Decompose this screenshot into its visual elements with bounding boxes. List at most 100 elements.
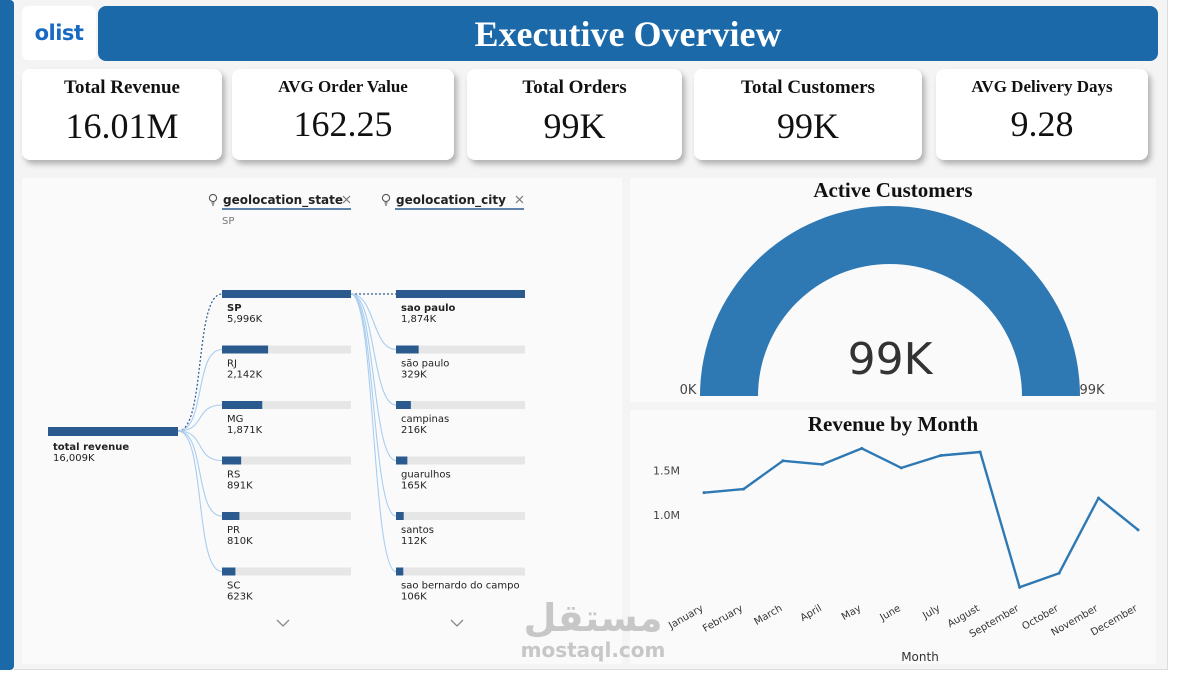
- state-value: 623K: [227, 592, 253, 603]
- state-label: PR: [227, 525, 240, 536]
- kpi-card-total-revenue[interactable]: Total Revenue 16.01M: [22, 69, 222, 160]
- kpi-card-avg-delivery-days[interactable]: AVG Delivery Days 9.28: [936, 69, 1148, 160]
- city-label: santos: [401, 525, 434, 536]
- tree-link: [350, 293, 397, 517]
- data-point[interactable]: [860, 446, 864, 450]
- series-line[interactable]: [703, 447, 1139, 589]
- level-filter-value: SP: [222, 216, 234, 227]
- x-tick-label: June: [878, 603, 903, 624]
- state-bar: [222, 345, 269, 354]
- city-label: guarulhos: [401, 470, 451, 481]
- state-label: SC: [227, 581, 240, 592]
- city-bar: [396, 290, 525, 298]
- data-point[interactable]: [820, 462, 824, 466]
- state-node[interactable]: MG1,871K: [222, 401, 351, 436]
- data-point[interactable]: [1136, 528, 1140, 532]
- kpi-label: AVG Order Value: [278, 77, 408, 96]
- city-track: [396, 567, 525, 576]
- city-bar: [396, 456, 408, 465]
- root-bar: [48, 427, 178, 436]
- data-point[interactable]: [899, 466, 903, 470]
- data-point[interactable]: [781, 459, 785, 463]
- gauge-title: Active Customers: [813, 178, 973, 202]
- kpi-value: 9.28: [1010, 104, 1074, 144]
- city-value: 329K: [401, 370, 427, 381]
- city-value: 1,874K: [401, 314, 437, 325]
- city-value: 165K: [401, 481, 427, 492]
- city-label: sao paulo: [401, 303, 456, 314]
- state-track: [222, 512, 351, 520]
- x-tick-label: April: [799, 603, 824, 624]
- data-point[interactable]: [978, 450, 982, 454]
- state-track: [222, 567, 351, 576]
- level-header-state[interactable]: geolocation_state SP: [208, 193, 351, 227]
- y-axis: 1.0M 1.5M: [653, 465, 680, 522]
- chevron-down-icon[interactable]: [276, 619, 290, 627]
- city-track: [396, 456, 525, 465]
- state-bar: [222, 401, 263, 409]
- city-bar: [396, 401, 411, 409]
- city-bar: [396, 345, 419, 354]
- kpi-card-avg-order-value[interactable]: AVG Order Value 162.25: [232, 69, 454, 160]
- state-node[interactable]: RJ2,142K: [222, 345, 351, 381]
- gauge-max-label: 99K: [1079, 383, 1105, 398]
- active-customers-gauge-panel[interactable]: Active Customers 99K 0K 99K: [630, 178, 1156, 402]
- gauge-chart[interactable]: 99K 0K 99K: [630, 178, 1156, 402]
- tree-link-selected: [177, 293, 223, 432]
- state-bar: [222, 512, 240, 520]
- page-title: Executive Overview: [474, 13, 782, 54]
- data-point[interactable]: [1057, 571, 1061, 575]
- data-point[interactable]: [1097, 496, 1101, 500]
- kpi-label: Total Revenue: [64, 77, 180, 98]
- state-label: RJ: [227, 359, 237, 370]
- tree-link: [177, 430, 223, 462]
- revenue-by-month-panel[interactable]: Revenue by Month 1.0M 1.5M January Februar…: [630, 410, 1156, 664]
- kpi-card-total-customers[interactable]: Total Customers 99K: [694, 69, 922, 160]
- decomposition-tree-panel[interactable]: total revenue 16,009K SP 5,996K RJ 2,142K MG 1…: [22, 178, 622, 664]
- level-header-city[interactable]: geolocation_city: [381, 193, 524, 210]
- left-accent-bar: [0, 0, 14, 670]
- state-node[interactable]: SP5,996K: [222, 290, 351, 325]
- kpi-value: 162.25: [293, 104, 393, 144]
- city-label: são paulo: [401, 359, 449, 370]
- x-tick-label: January: [666, 603, 705, 632]
- kpi-label: Total Customers: [741, 77, 875, 98]
- city-value: 106K: [401, 592, 427, 603]
- kpi-card-total-orders[interactable]: Total Orders 99K: [467, 69, 682, 160]
- city-bar: [396, 512, 404, 520]
- chevron-down-icon[interactable]: [450, 619, 464, 627]
- tree-links: [177, 293, 397, 573]
- x-tick-label: May: [840, 603, 863, 623]
- data-point[interactable]: [939, 454, 943, 458]
- city-track: [396, 512, 525, 520]
- gauge-min-label: 0K: [680, 383, 697, 398]
- data-point[interactable]: [702, 491, 706, 495]
- tree-link: [177, 430, 223, 573]
- chart-title: Revenue by Month: [807, 412, 979, 436]
- series-points: [702, 446, 1140, 589]
- state-value: 1,871K: [227, 425, 263, 436]
- state-value: 2,142K: [227, 370, 263, 381]
- close-icon[interactable]: [342, 195, 351, 204]
- state-track: [222, 456, 351, 465]
- x-tick-label: March: [753, 603, 785, 628]
- state-bar: [222, 456, 242, 465]
- data-point[interactable]: [1018, 585, 1022, 589]
- close-icon[interactable]: [515, 195, 524, 204]
- data-point[interactable]: [741, 487, 745, 491]
